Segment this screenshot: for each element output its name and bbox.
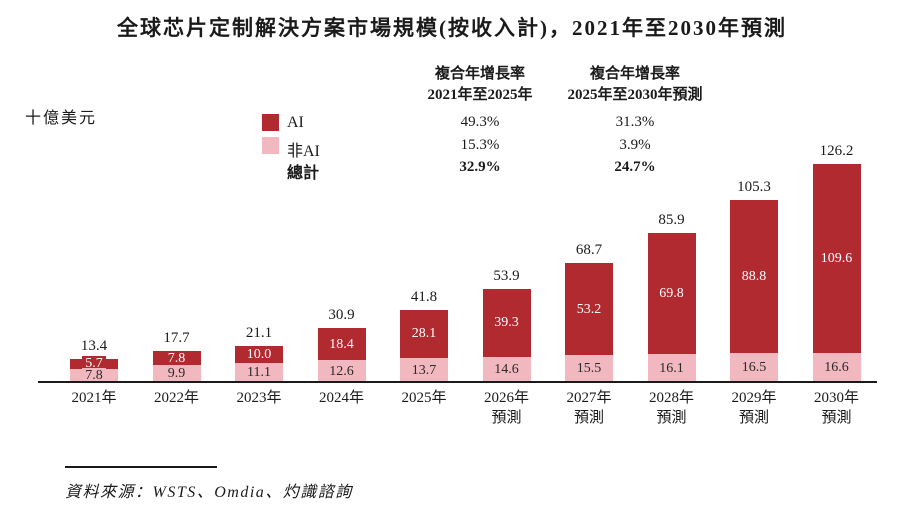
source-divider-rule [65,466,217,468]
segment-non-ai: 16.5 [730,353,778,382]
bar-total-label: 13.4 [80,337,108,354]
segment-ai: 53.2 [565,263,613,356]
segment-non-ai: 16.6 [812,353,861,382]
bar-total-label: 41.8 [410,288,438,305]
cagr-ai-2025-2030: 31.3% [615,114,655,130]
x-axis-label: 2023年 [236,390,282,406]
bar-total-label: 30.9 [328,307,355,324]
segment-non-ai: 11.1 [235,362,283,382]
segment-non-ai: 7.8 [70,367,118,383]
cagr-non-ai-2021-2025: 15.3% [460,137,500,153]
bar-2024年: 18.4 12.6 [317,328,366,382]
cagr-header-2021-2025: 複合年增長率 2021年至2025年 [360,64,600,106]
x-axis-label: 2022年 [153,390,199,406]
source-text: 資料來源：WSTS、Omdia、灼識諮詢 [65,484,353,501]
segment-ai: 18.4 [317,328,366,361]
segment-ai-value: 10.0 [243,346,275,362]
cagr-header2-line1: 複合年增長率 [589,66,680,82]
x-axis-label: 2029年 預測 [731,390,777,426]
segment-ai-value: 18.4 [326,336,357,352]
segment-non-ai: 13.7 [400,358,448,382]
bar-2027年預測: 53.2 15.5 [565,263,613,382]
x-axis-label: 2025年 [401,390,447,406]
legend-label-total: 總計 [287,165,320,182]
segment-non-ai-value: 14.6 [491,361,522,377]
x-axis-line [38,381,877,383]
bar-total-label: 126.2 [819,142,854,159]
x-axis-label: 2021年 [71,390,117,406]
segment-non-ai: 16.1 [647,354,696,382]
cagr-total-2025-2030: 24.7% [614,159,656,175]
bar-2028年預測: 69.8 16.1 [647,233,696,382]
cagr-header-2025-2030: 複合年增長率 2025年至2030年預測 [515,64,755,106]
cagr-header1-line2: 2021年至2025年 [427,87,533,103]
segment-ai: 88.8 [730,199,778,354]
segment-non-ai: 14.6 [482,356,531,382]
x-axis-label: 2030年 預測 [813,390,859,426]
segment-ai-value: 88.8 [738,269,770,285]
segment-ai: 109.6 [812,163,861,354]
bar-2023年: 10.0 11.1 [235,345,283,383]
segment-ai-value: 53.2 [573,301,605,317]
segment-ai: 5.7 [70,356,118,372]
bar-total-label: 53.9 [493,267,520,284]
bar-2029年預測: 88.8 16.5 [730,199,778,382]
segment-ai: 10.0 [235,345,283,363]
segment-non-ai-value: 12.6 [326,363,357,379]
bar-2022年: 7.8 9.9 [152,350,201,382]
bar-2030年預測: 109.6 16.6 [812,163,861,382]
cagr-total-2021-2025: 32.9% [459,159,501,175]
x-axis-label: 2027年 預測 [566,390,612,426]
segment-non-ai-value: 13.7 [408,362,440,378]
cagr-header1-line1: 複合年增長率 [434,66,525,82]
segment-non-ai-value: 9.9 [164,365,189,381]
segment-non-ai-value: 16.1 [656,360,687,376]
segment-ai: 28.1 [400,309,448,359]
segment-ai-value: 7.8 [164,350,189,366]
segment-ai-value: 69.8 [656,286,687,302]
legend-swatch-non-ai [262,137,279,154]
segment-non-ai-value: 16.6 [821,360,852,376]
bar-total-label: 68.7 [575,242,603,259]
segment-ai-value: 5.7 [82,356,106,372]
segment-non-ai: 9.9 [152,364,201,382]
bar-total-label: 85.9 [658,212,685,229]
bar-2021年: 5.7 7.8 [70,356,118,383]
segment-non-ai-value: 15.5 [573,361,605,377]
legend-label-non-ai: 非AI [287,143,320,160]
segment-non-ai-value: 16.5 [738,360,770,376]
segment-ai-value: 28.1 [408,326,440,342]
x-axis-label: 2026年 預測 [483,390,529,426]
bar-total-label: 17.7 [163,330,190,347]
cagr-ai-2021-2025: 49.3% [460,114,500,130]
bar-total-label: 105.3 [737,178,771,195]
segment-ai-value: 109.6 [817,250,856,266]
segment-non-ai: 15.5 [565,355,613,382]
segment-non-ai-value: 7.8 [82,367,106,383]
bar-total-label: 21.1 [245,324,273,341]
y-axis-unit-label: 十億美元 [25,110,98,127]
segment-ai: 69.8 [647,233,696,355]
x-axis-label: 2028年 預測 [648,390,694,426]
x-axis-label: 2024年 [318,390,364,406]
legend-swatch-ai [262,114,279,131]
segment-non-ai: 12.6 [317,360,366,382]
chart-title: 全球芯片定制解決方案市場規模(按收入計)，2021年至2030年預測 [117,16,787,40]
legend-label-ai: AI [287,114,304,131]
segment-ai-value: 39.3 [491,315,522,331]
segment-non-ai-value: 11.1 [244,364,274,380]
bar-2025年: 28.1 13.7 [400,309,448,382]
cagr-non-ai-2025-2030: 3.9% [619,137,651,153]
cagr-header2-line2: 2025年至2030年預測 [567,87,703,103]
bar-2026年預測: 39.3 14.6 [482,288,531,382]
segment-ai: 39.3 [482,288,531,357]
segment-ai: 7.8 [152,350,201,366]
